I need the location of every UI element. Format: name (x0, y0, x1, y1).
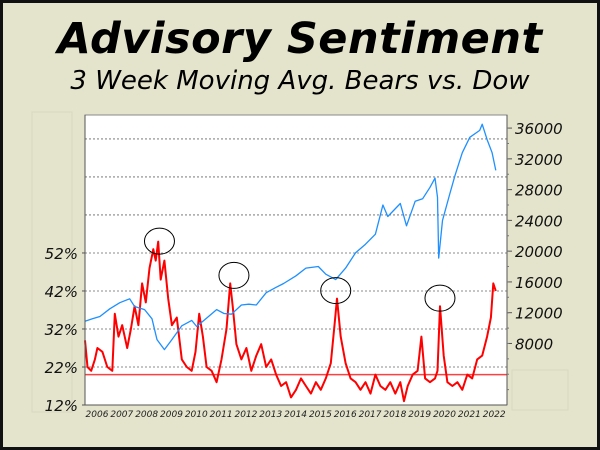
left-tick-label: 12% (45, 397, 78, 415)
left-tick-label: 42% (45, 283, 78, 301)
right-axis-panel (511, 369, 569, 411)
right-tick-label: 28000 (515, 182, 563, 200)
right-tick-label: 36000 (515, 120, 563, 138)
x-tick-label: 2018 (383, 410, 406, 420)
x-tick-label: 2010 (185, 410, 208, 420)
left-axis-panel (31, 111, 73, 413)
right-tick-label: 32000 (515, 151, 563, 169)
x-tick-label: 2014 (284, 410, 307, 420)
x-tick-label: 2015 (309, 410, 332, 420)
left-tick-label: 22% (45, 359, 78, 377)
right-tick-label: 24000 (515, 212, 563, 230)
x-tick-label: 2017 (359, 410, 382, 420)
annotation-circle (218, 261, 250, 289)
chart-title: Advisory Sentiment (57, 14, 543, 64)
left-tick-label: 52% (45, 245, 78, 263)
x-tick-label: 2009 (160, 410, 183, 420)
right-tick-label: 20000 (515, 243, 563, 261)
annotation-circle (143, 227, 175, 255)
right-tick-label: 8000 (515, 335, 553, 353)
x-tick-label: 2008 (135, 410, 158, 420)
x-tick-label: 2021 (458, 410, 481, 420)
right-tick-label: 16000 (515, 274, 563, 292)
x-tick-label: 2022 (483, 410, 506, 420)
x-tick-label: 2020 (433, 410, 456, 420)
x-tick-label: 2013 (259, 410, 282, 420)
left-tick-label: 32% (45, 321, 78, 339)
right-tick-label: 12000 (515, 305, 563, 323)
x-tick-label: 2006 (86, 410, 109, 420)
annotation-circle (320, 277, 352, 305)
x-tick-label: 2011 (210, 410, 233, 420)
x-tick-label: 2016 (334, 410, 357, 420)
annotation-circle (424, 284, 456, 312)
x-tick-label: 2007 (110, 410, 133, 420)
chart-subtitle: 3 Week Moving Avg. Bears vs. Dow (70, 66, 530, 96)
bears-line (84, 240, 497, 403)
x-tick-label: 2019 (408, 410, 431, 420)
x-tick-label: 2012 (234, 410, 257, 420)
dow-line (84, 123, 497, 351)
